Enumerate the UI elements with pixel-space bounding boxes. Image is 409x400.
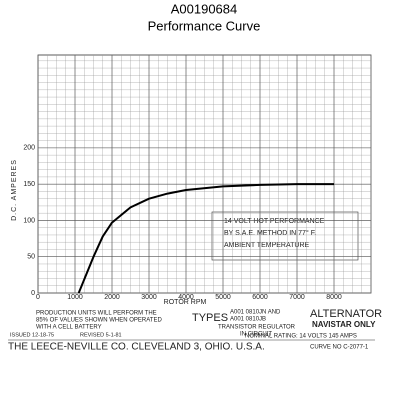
footer-text: A001 0810JN AND (230, 310, 281, 316)
footer-text: 85% OF VALUES SHOWN WHEN OPERATED (36, 318, 162, 324)
annotation: 14 VOLT HOT PERFORMANCE (224, 218, 325, 225)
footer-text: ISSUED 12-18-75 (10, 332, 54, 338)
annotation-box (211, 211, 359, 261)
y-axis-label: D.C. AMPERES (11, 159, 18, 221)
footer-text: NAVISTAR ONLY (312, 320, 376, 329)
chart-subtitle: Performance Curve (148, 18, 261, 33)
footer: PRODUCTION UNITS WILL PERFORM THE 85% OF… (8, 308, 382, 353)
footer-text: CURVE NO C-2077-1 (310, 345, 369, 351)
footer-text: PRODUCTION UNITS WILL PERFORM THE (36, 311, 157, 317)
series-line (77, 183, 334, 294)
annotation: BY S.A.E. METHOD IN 77° F. (224, 229, 316, 237)
footer-text: NOMINAL RATING: 14 VOLTS 145 AMPS (245, 334, 357, 340)
footer-text: THE LEECE-NEVILLE CO. CLEVELAND 3, OHIO.… (8, 342, 265, 353)
x-tick-label: 7000 (289, 294, 305, 301)
x-tick-label: 0 (36, 294, 40, 301)
y-tick-label: 150 (23, 181, 35, 188)
y-tick-label: 0 (31, 290, 35, 297)
x-tick-label: 6000 (252, 294, 268, 301)
annotation: AMBIENT TEMPERATURE (224, 242, 310, 249)
x-tick-label: 8000 (326, 294, 342, 301)
footer-text: TRANSISTOR REGULATOR (218, 325, 296, 331)
footer-text: ALTERNATOR (310, 308, 382, 320)
x-tick-label: 3000 (141, 294, 157, 301)
footer-text: REVISED 5-1-81 (80, 332, 122, 338)
chart-title: A00190684 (171, 1, 238, 16)
x-tick-label: 5000 (215, 294, 231, 301)
y-tick-label: 100 (23, 217, 35, 224)
footer-text: TYPES (192, 312, 228, 324)
y-tick-label: 200 (23, 145, 35, 152)
footer-text: A001 0810JB (230, 317, 266, 323)
x-tick-label: 1000 (67, 294, 83, 301)
footer-text: IN CIRCUIT (240, 332, 272, 338)
x-axis-label: ROTOR RPM (164, 299, 207, 306)
x-tick-label: 4000 (178, 294, 194, 301)
y-tick-label: 50 (27, 254, 35, 261)
footer-text: WITH A CELL BATTERY (36, 325, 102, 331)
x-tick-label: 2000 (104, 294, 120, 301)
